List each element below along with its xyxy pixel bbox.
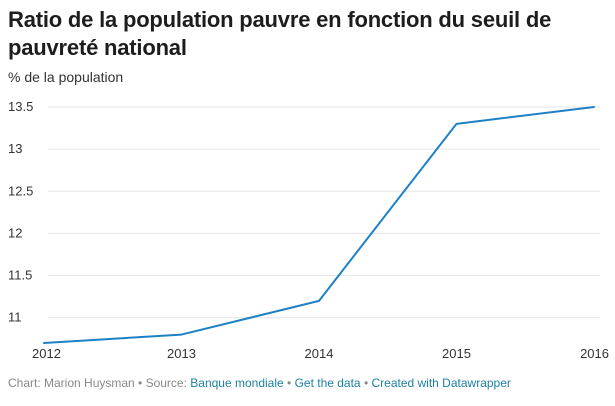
data-point[interactable]	[179, 332, 185, 338]
x-tick-label: 2013	[167, 346, 196, 361]
footer-credit: Chart: Marion Huysman • Source:	[8, 376, 191, 390]
series-line	[43, 106, 595, 344]
y-tick-label: 11.5	[8, 268, 32, 283]
chart-footer: Chart: Marion Huysman • Source: Banque m…	[8, 376, 511, 390]
y-tick-label: 11	[8, 310, 22, 325]
chart-title: Ratio de la population pauvre en fonctio…	[8, 7, 552, 60]
y-tick-label: 12	[8, 225, 22, 240]
y-tick-label: 13.5	[8, 99, 33, 114]
data-point[interactable]	[454, 121, 460, 127]
x-tick-label: 2016	[580, 346, 609, 361]
source-link[interactable]: Banque mondiale	[190, 376, 284, 390]
x-tick-label: 2012	[32, 346, 61, 361]
y-tick-label: 12.5	[8, 183, 33, 198]
footer-separator: •	[360, 376, 372, 390]
datawrapper-link[interactable]: Created with Datawrapper	[371, 376, 511, 390]
y-tick-label: 13	[8, 141, 22, 156]
footer-separator: •	[283, 376, 295, 390]
data-point[interactable]	[591, 104, 597, 110]
get-data-link[interactable]: Get the data	[294, 376, 361, 390]
chart-subtitle: % de la population	[8, 69, 124, 85]
data-point[interactable]	[41, 340, 47, 346]
data-point[interactable]	[316, 298, 322, 304]
x-tick-label: 2015	[442, 346, 471, 361]
x-tick-label: 2014	[305, 346, 334, 361]
